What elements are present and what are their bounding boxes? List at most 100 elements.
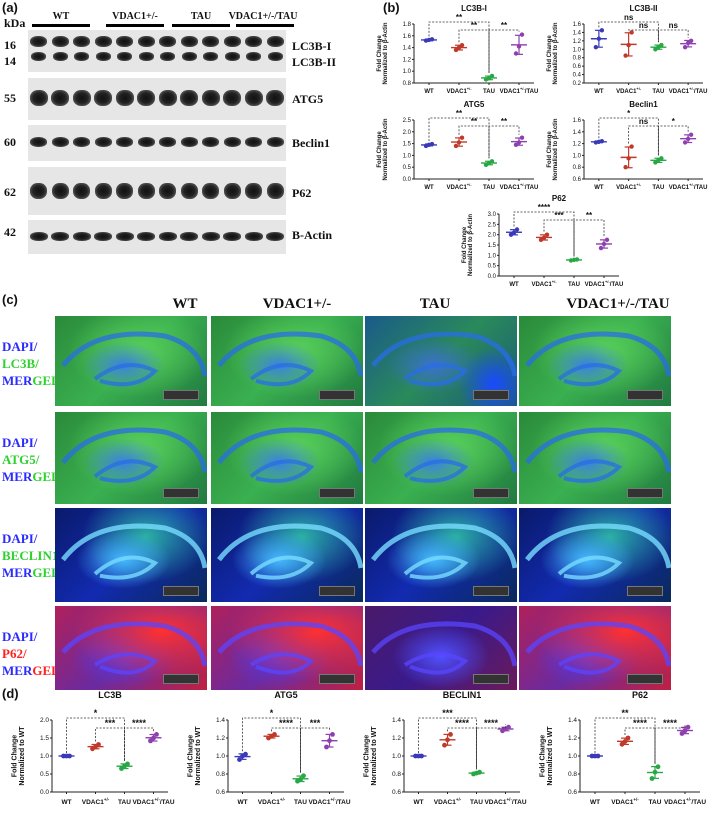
blot-band xyxy=(116,183,134,199)
blot-band xyxy=(266,36,284,47)
merged-part-1: MER xyxy=(2,469,33,484)
data-point xyxy=(486,76,492,81)
significance-bracket xyxy=(488,29,520,73)
micrograph-tile xyxy=(365,606,517,690)
data-point xyxy=(419,753,424,759)
data-point xyxy=(604,237,610,243)
micro-row-label-0: DAPI/LC3B/MERGED xyxy=(2,338,61,389)
ca-arc xyxy=(61,523,207,569)
dentate-gyrus-arc xyxy=(403,363,469,387)
significance-label: *** xyxy=(310,718,321,728)
row-label-merged: MERGED xyxy=(2,662,61,679)
ca-arc xyxy=(525,331,671,377)
hippocampus-outline xyxy=(61,523,207,580)
scale-bar xyxy=(319,586,355,596)
x-label-suffix: /TAU xyxy=(512,799,527,806)
kda-60: 60 xyxy=(4,135,16,149)
data-point xyxy=(574,257,580,262)
chart-b-lc3b-ii: LC3B-II Fold ChangeNormalized to β-Actin 0… xyxy=(547,4,708,95)
group-label-vdac1: VDAC1+/- xyxy=(112,11,158,22)
merged-part-1: MER xyxy=(2,565,33,580)
significance-bracket xyxy=(654,724,686,764)
y-tick-label: 1.4 xyxy=(568,717,577,724)
hippocampus-outline xyxy=(525,523,671,580)
significance-label: ns xyxy=(639,117,649,126)
micrograph-tile xyxy=(365,412,517,504)
chart-d-p62: P62 Fold ChangeNormalized to WT 0.6 0.8 1.0 1… xyxy=(540,690,707,806)
x-label-main: WT xyxy=(61,799,71,806)
dentate-gyrus-arc xyxy=(93,652,159,675)
group-bar-vdac1-tau xyxy=(236,24,294,27)
x-label-sup: +/- xyxy=(552,279,557,284)
blot-band xyxy=(94,90,113,106)
chart-b-beclin1: Beclin1 Fold ChangeNormalized to β-Actin 0… xyxy=(547,100,708,191)
row-label-merged: MERGED xyxy=(2,564,61,581)
y-tick-label: 1.6 xyxy=(403,34,412,40)
blot-band xyxy=(245,36,263,47)
data-point xyxy=(519,32,525,37)
x-label-main: TAU xyxy=(483,89,495,95)
scale-bar xyxy=(319,488,355,498)
panel-label-d: (d) xyxy=(2,686,19,701)
x-tick-label: WT xyxy=(509,282,519,288)
x-label-main: TAU xyxy=(568,282,580,288)
significance-bracket xyxy=(447,727,477,770)
blot-band xyxy=(266,90,285,106)
data-point xyxy=(682,728,688,734)
y-label-line-2: Normalized to β-Actin xyxy=(553,118,559,180)
x-label-sup: +/- xyxy=(636,86,641,91)
row-label-dapi: DAPI/ xyxy=(2,531,38,546)
significance-bracket xyxy=(594,717,656,764)
x-label-main: WT xyxy=(590,799,600,806)
data-point xyxy=(513,142,519,147)
micrograph-tile xyxy=(519,412,671,504)
y-tick-label: 0.8 xyxy=(403,81,412,87)
x-label-main: TAU xyxy=(118,799,131,806)
x-tick-label: VDAC1+/-/TAU xyxy=(500,86,539,95)
x-tick-label: VDAC1+/- xyxy=(531,279,557,288)
y-axis-label: Fold ChangeNormalized to β-Actin xyxy=(377,118,389,180)
data-point xyxy=(519,135,525,140)
x-label-main: VDAC1 xyxy=(585,282,606,288)
x-label-sup: +/- xyxy=(689,182,694,187)
blot-p62 xyxy=(28,167,286,215)
x-label-main: VDAC1 xyxy=(434,799,456,806)
data-point xyxy=(688,132,694,137)
x-label-sup: +/- xyxy=(506,797,512,802)
y-tick-label: 0.8 xyxy=(216,771,225,778)
y-tick-label: 1.2 xyxy=(392,735,401,742)
y-tick-label: 0.0 xyxy=(403,177,412,183)
data-point xyxy=(459,43,465,48)
data-point xyxy=(327,738,332,744)
data-point xyxy=(516,44,522,49)
significance-label: ** xyxy=(621,708,629,718)
blot-band xyxy=(137,232,156,241)
data-point xyxy=(541,235,547,240)
y-tick-label: 2.0 xyxy=(403,130,412,136)
x-tick-label: WT xyxy=(590,799,600,806)
significance-label: ** xyxy=(456,109,463,118)
blot-band xyxy=(30,36,48,47)
x-label-suffix: /TAU xyxy=(694,185,708,191)
significance-bracket xyxy=(513,211,575,257)
scale-bar xyxy=(163,674,199,684)
significance-label: ** xyxy=(586,211,593,220)
y-tick-label: 0.8 xyxy=(568,771,577,778)
x-tick-label: VDAC1+/-/TAU xyxy=(669,86,708,95)
blot-band xyxy=(181,52,197,61)
blot-band xyxy=(51,183,69,199)
micrograph-tile xyxy=(55,606,207,690)
micrograph-tile xyxy=(211,508,363,602)
blot-band xyxy=(137,137,155,147)
data-point xyxy=(623,165,628,170)
y-tick-label: 1.2 xyxy=(568,735,577,742)
y-tick-label: 0.6 xyxy=(573,177,582,183)
blot-label-atg5: ATG5 xyxy=(292,92,324,106)
hippocampus-outline xyxy=(61,331,207,387)
scale-bar xyxy=(627,674,663,684)
x-label-sup: +/- xyxy=(520,86,525,91)
x-label-main: VDAC1 xyxy=(664,799,686,806)
data-point xyxy=(516,140,522,145)
data-point xyxy=(626,156,631,161)
micro-row-label-2: DAPI/BECLIN1 MERGED xyxy=(2,530,61,581)
